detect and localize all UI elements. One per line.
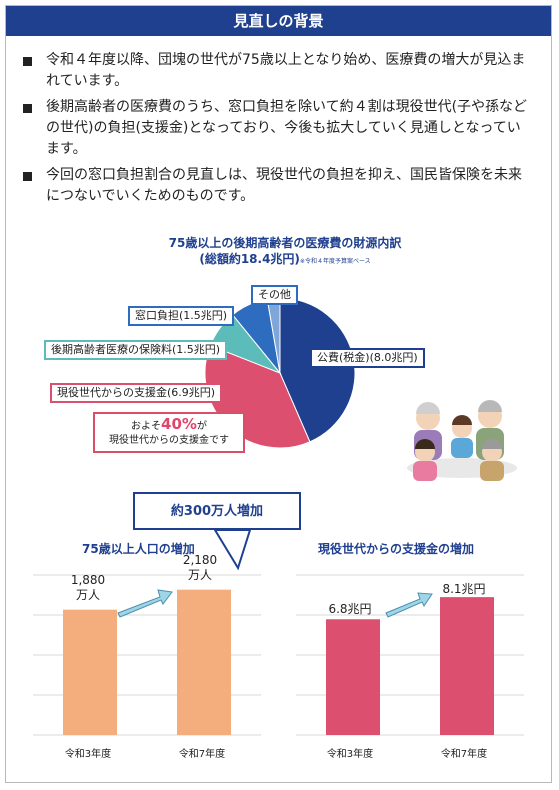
- pie-label-premium: 後期高齢者医療の保険料(1.5兆円): [44, 340, 228, 360]
- bar: [326, 619, 380, 735]
- bar: [63, 609, 117, 735]
- pie-label-public: 公費(税金)(8.0兆円): [310, 348, 425, 368]
- bar-value-label: 8.1兆円: [442, 582, 486, 596]
- pie-label-copay: 窓口負担(1.5兆円): [128, 306, 235, 326]
- bullet-square-icon: [23, 57, 32, 66]
- bullet-text: 令和４年度以降、団塊の世代が75歳以上となり始め、医療費の増大が見込まれています…: [46, 52, 526, 89]
- bullet-square-icon: [23, 104, 32, 113]
- support-percent-callout: およそ40%が 現役世代からの支援金です: [93, 412, 245, 453]
- category-label: 令和3年度: [326, 749, 374, 760]
- callout-suffix: が: [196, 421, 207, 432]
- bar: [177, 589, 231, 735]
- bullet-item: 令和４年度以降、団塊の世代が75歳以上となり始め、医療費の増大が見込まれています…: [23, 50, 533, 92]
- support-bar-chart: [296, 574, 524, 736]
- increase-box: 約300万人増加: [133, 492, 301, 530]
- bar-value-label: 1,880 万人: [60, 573, 116, 603]
- increase-arrow-icon: [117, 589, 173, 618]
- bullet-item: 後期高齢者の医療費のうち、窓口負担を除いて約４割は現役世代(子や孫などの世代)の…: [23, 97, 533, 160]
- bullet-square-icon: [23, 172, 32, 181]
- content-frame: 見直しの背景: [5, 5, 552, 783]
- bar-value-label: 6.8兆円: [328, 602, 372, 616]
- bar-value-number: 2,180: [182, 553, 218, 567]
- pie-title-note: ※令和４年度予算案ベース: [299, 258, 371, 265]
- pie-title-line2: (総額約18.4兆円)※令和４年度予算案ベース: [100, 251, 470, 270]
- population-bar-chart: [33, 574, 261, 736]
- population-chart-title: 75歳以上人口の増加: [82, 542, 195, 556]
- callout-line1: およそ40%が: [95, 417, 243, 434]
- category-label: 令和3年度: [64, 749, 112, 760]
- callout-prefix: およそ: [131, 421, 162, 432]
- bar: [440, 597, 494, 735]
- section-header: 見直しの背景: [6, 6, 551, 36]
- bar-value-unit: 万人: [75, 588, 100, 602]
- pie-label-other: その他: [251, 285, 298, 305]
- category-label: 令和7年度: [178, 749, 226, 760]
- pie-chart-title: 75歳以上の後期高齢者の医療費の財源内訳 (総額約18.4兆円)※令和４年度予算…: [100, 235, 470, 270]
- pie-title-line1: 75歳以上の後期高齢者の医療費の財源内訳: [168, 236, 402, 250]
- increase-box-pointer: [213, 529, 252, 571]
- increase-arrow-icon: [385, 592, 433, 618]
- callout-percent: 40%: [161, 415, 197, 433]
- category-label: 令和7年度: [440, 749, 488, 760]
- bullet-item: 今回の窓口負担割合の見直しは、現役世代の負担を抑え、国民皆保険を未来につないでい…: [23, 165, 533, 207]
- bar-value-unit: 万人: [187, 568, 212, 582]
- bullet-list: 令和４年度以降、団塊の世代が75歳以上となり始め、医療費の増大が見込まれています…: [23, 50, 533, 212]
- support-chart-title: 現役世代からの支援金の増加: [318, 542, 475, 556]
- bar-value-number: 1,880: [70, 573, 106, 587]
- bullet-text: 今回の窓口負担割合の見直しは、現役世代の負担を抑え、国民皆保険を未来につないでい…: [46, 167, 522, 204]
- family-illustration-icon: [407, 400, 517, 481]
- pie-title-total: (総額約18.4兆円): [199, 252, 300, 266]
- bullet-text: 後期高齢者の医療費のうち、窓口負担を除いて約４割は現役世代(子や孫などの世代)の…: [46, 99, 528, 157]
- bar-value-label: 2,180 万人: [172, 553, 228, 583]
- callout-line2: 現役世代からの支援金です: [109, 435, 229, 446]
- pie-label-support: 現役世代からの支援金(6.9兆円): [50, 383, 223, 403]
- pie-chart: [204, 297, 356, 449]
